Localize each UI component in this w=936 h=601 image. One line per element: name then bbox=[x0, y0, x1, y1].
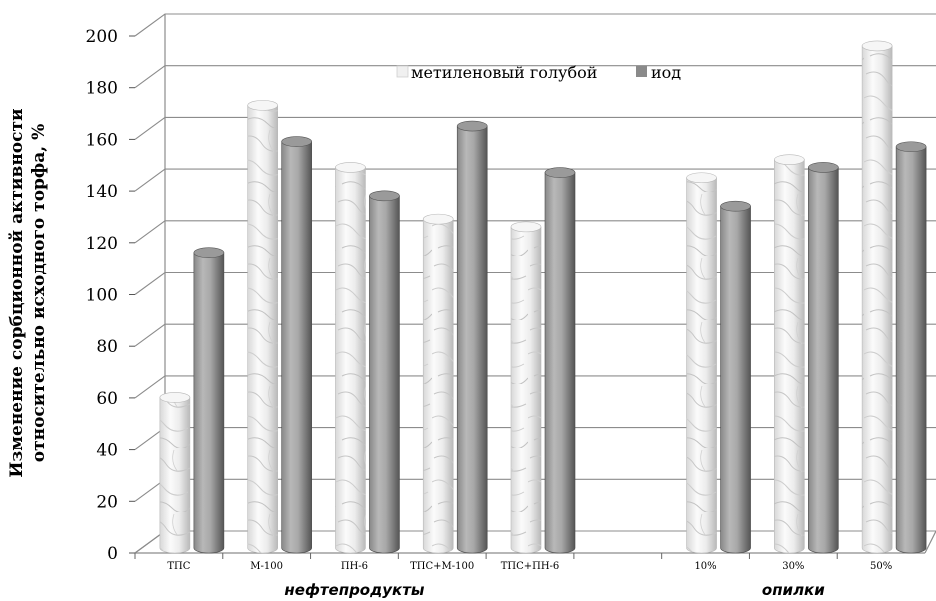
bar-iod-ТПС+ПН-6 bbox=[544, 167, 576, 554]
x-tick-label-ТПС: ТПС bbox=[167, 561, 190, 572]
bar-metylene-30% bbox=[774, 154, 805, 554]
y-tick-label-20: 20 bbox=[96, 492, 118, 512]
bar-metylene-50% bbox=[861, 40, 893, 554]
bar-iod-50% bbox=[895, 141, 927, 554]
y-tick-label-0: 0 bbox=[107, 544, 118, 564]
gridline-180 bbox=[134, 65, 936, 89]
bar-metylene-10% bbox=[686, 172, 717, 554]
x-tick-label-ТПС+ПН-6: ТПС+ПН-6 bbox=[501, 561, 560, 572]
y-tick-label-140: 140 bbox=[86, 182, 118, 202]
y-axis-title-line-1: Изменение сорбционной активности bbox=[7, 108, 27, 478]
y-tick-label-120: 120 bbox=[86, 234, 118, 254]
gridline-120 bbox=[134, 220, 936, 244]
legend-label-metylene: метиленовый голубой bbox=[411, 63, 597, 82]
bar-iod-ТПС+М-100 bbox=[456, 120, 488, 554]
y-axis-title: Изменение сорбционной активности относит… bbox=[7, 108, 49, 478]
y-axis-ticks: 0 20 40 60 80 100 120 140 160 180 200 bbox=[86, 27, 135, 564]
bar-iod-М-100 bbox=[281, 136, 312, 554]
y-axis-title-line-2: относительно исходного торфа, % bbox=[29, 124, 49, 463]
y-tick-label-100: 100 bbox=[86, 286, 118, 306]
y-tick-label-40: 40 bbox=[96, 441, 118, 461]
bar-iod-ПН-6 bbox=[369, 190, 400, 554]
group-label-1: опилки bbox=[762, 581, 825, 599]
bars bbox=[159, 40, 927, 554]
legend: метиленовый голубой иод bbox=[396, 63, 681, 82]
legend-label-iod: иод bbox=[651, 63, 681, 82]
gridline-200 bbox=[134, 13, 936, 37]
bar-metylene-ПН-6 bbox=[335, 162, 366, 554]
bar-metylene-ТПС bbox=[159, 392, 191, 554]
gridline-140 bbox=[134, 168, 936, 192]
gridline-60 bbox=[134, 375, 936, 399]
y-tick-label-80: 80 bbox=[96, 337, 118, 357]
x-tick-label-30%: 30% bbox=[782, 561, 804, 572]
bar-metylene-ТПС+ПН-6 bbox=[510, 221, 542, 554]
bar-iod-10% bbox=[720, 200, 751, 554]
gridline-80 bbox=[134, 323, 936, 347]
floor-right-edge bbox=[924, 530, 936, 554]
y-tick-label-60: 60 bbox=[96, 389, 118, 409]
y-tick-label-160: 160 bbox=[86, 130, 118, 150]
x-tick-label-10%: 10% bbox=[694, 561, 716, 572]
bar-metylene-ТПС+М-100 bbox=[422, 213, 454, 554]
category-groups: нефтепродукты опилки bbox=[284, 581, 825, 599]
legend-swatch-iod bbox=[636, 66, 647, 77]
x-tick-label-50%: 50% bbox=[870, 561, 892, 572]
gridline-160 bbox=[134, 116, 936, 140]
gridline-100 bbox=[134, 271, 936, 295]
x-axis-ticks: ТПС М-100 ПН-6 ТПС+М-100 ТПС+ПН-6 10% 30% 50% bbox=[134, 553, 892, 572]
x-tick-label-М-100: М-100 bbox=[250, 561, 283, 572]
y-tick-label-180: 180 bbox=[86, 79, 118, 99]
x-tick-label-ПН-6: ПН-6 bbox=[341, 561, 368, 572]
group-label-0: нефтепродукты bbox=[284, 581, 424, 599]
bar-iod-ТПС bbox=[193, 247, 225, 554]
bar-metylene-М-100 bbox=[247, 100, 278, 554]
bar-iod-30% bbox=[808, 162, 839, 554]
x-tick-label-ТПС+М-100: ТПС+М-100 bbox=[410, 561, 474, 572]
legend-swatch-metylene bbox=[396, 65, 409, 78]
y-tick-label-200: 200 bbox=[86, 27, 118, 47]
